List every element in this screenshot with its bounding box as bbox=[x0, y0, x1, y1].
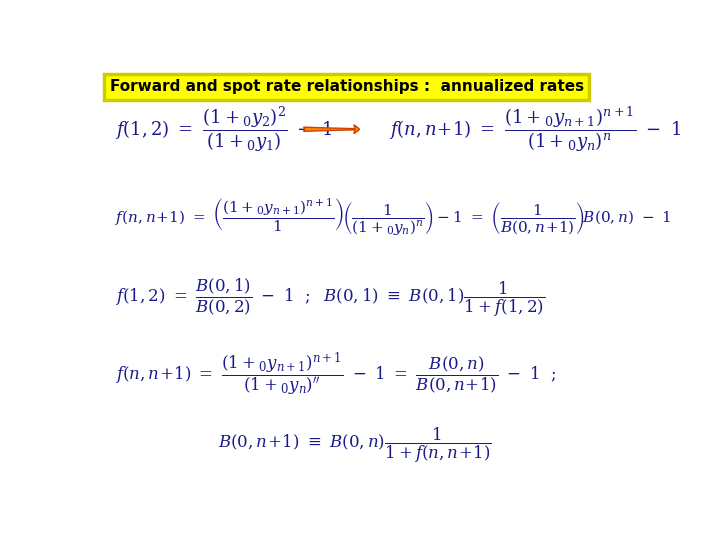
Text: $f(n,n\!+\!1)\ =\ \dfrac{(1+{_0}y_{n+1})^{n+1}}{(1+{_0}y_n)^n}\ -\ 1$: $f(n,n\!+\!1)\ =\ \dfrac{(1+{_0}y_{n+1})… bbox=[389, 104, 680, 154]
Text: $f(n,n\!+\!1)\ =\ \dfrac{(1+{_0}y_{n+1})^{n+1}}{(1+{_0}y_n)^{\prime\prime}}\ -\ : $f(n,n\!+\!1)\ =\ \dfrac{(1+{_0}y_{n+1})… bbox=[115, 350, 557, 399]
Text: $f(n,n\!+\!1)\ =\ \left(\dfrac{(1+{_0}y_{n+1})^{n+1}}{1}\right)\!\left(\dfrac{1}: $f(n,n\!+\!1)\ =\ \left(\dfrac{(1+{_0}y_… bbox=[115, 196, 671, 237]
Text: $f(1,2)\ =\ \dfrac{(1+{_0}y_2)^2}{(1+{_0}y_1)}\ -\ 1$: $f(1,2)\ =\ \dfrac{(1+{_0}y_2)^2}{(1+{_0… bbox=[115, 104, 332, 154]
Text: $B(0,n\!+\!1)\ \equiv\ B(0,n)\dfrac{1}{1+f(n,n\!+\!1)}$: $B(0,n\!+\!1)\ \equiv\ B(0,n)\dfrac{1}{1… bbox=[218, 426, 492, 465]
Text: Forward and spot rate relationships :  annualized rates: Forward and spot rate relationships : an… bbox=[109, 79, 584, 94]
Text: $f(1,2)\ =\ \dfrac{B(0,1)}{B(0,2)}\ -\ 1\ \ ;\ \ B(0,1)\ \equiv\ B(0,1)\dfrac{1}: $f(1,2)\ =\ \dfrac{B(0,1)}{B(0,2)}\ -\ 1… bbox=[115, 276, 546, 319]
